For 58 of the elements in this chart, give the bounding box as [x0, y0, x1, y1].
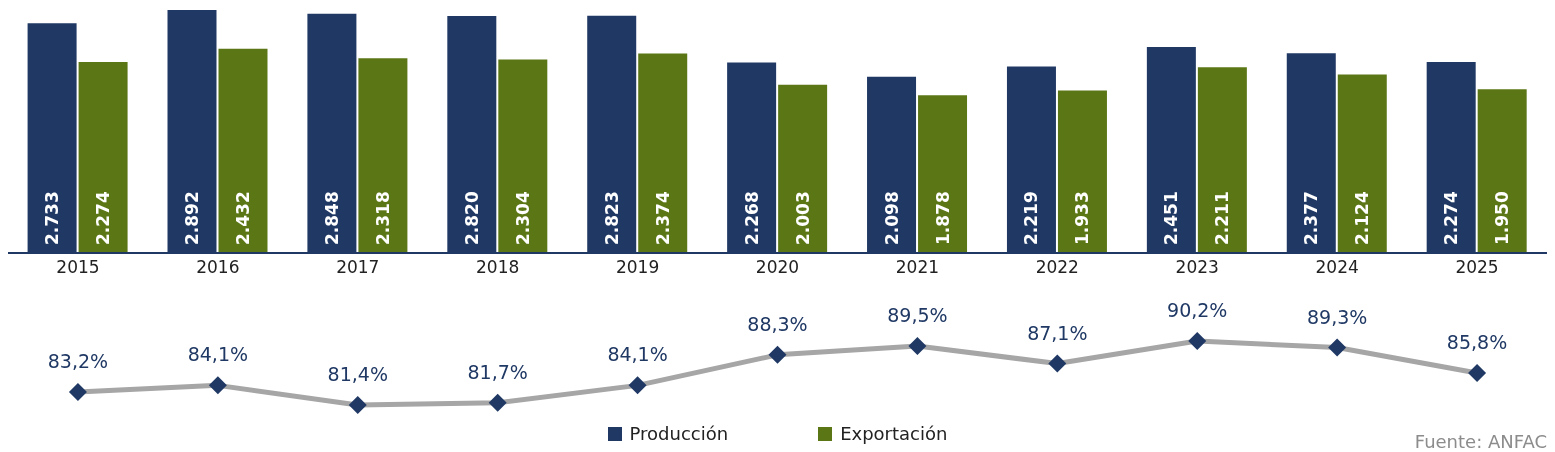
data-label: 81,4%	[327, 363, 388, 385]
data-label: 2.268	[741, 191, 762, 245]
data-label: 90,2%	[1167, 299, 1228, 321]
data-label: 2.820	[461, 191, 482, 245]
bar	[918, 95, 968, 253]
legend-label: Exportación	[840, 423, 948, 444]
x-tick-label: 2018	[476, 257, 520, 278]
bar	[498, 59, 548, 253]
data-label: 2.274	[93, 191, 114, 245]
x-tick-label: 2021	[895, 257, 940, 278]
data-label: 2.003	[792, 191, 813, 245]
data-label: 1.878	[932, 191, 953, 245]
data-label: 83,2%	[47, 349, 109, 372]
bar	[1337, 74, 1387, 253]
data-label: 2.377	[1301, 191, 1322, 245]
data-label: 2.733	[42, 191, 63, 245]
data-label: 87,1%	[1027, 321, 1088, 344]
data-label: 84,1%	[607, 343, 668, 366]
data-label: 1.950	[1492, 191, 1513, 245]
data-label: 2.432	[233, 191, 253, 245]
x-tick-label: 2019	[615, 257, 660, 278]
data-label: 2.892	[182, 191, 202, 245]
bar	[78, 61, 128, 253]
data-label: 2.374	[652, 191, 673, 245]
data-label: 2.274	[1441, 191, 1462, 245]
data-label: 2.848	[321, 191, 342, 245]
x-tick-label: 2023	[1175, 257, 1219, 278]
x-tick-label: 2022	[1035, 257, 1079, 278]
data-label: 88,3%	[747, 312, 808, 335]
bar	[1477, 89, 1527, 253]
x-tick-label: 2017	[336, 257, 380, 278]
data-label: 2.211	[1212, 191, 1233, 245]
data-label: 85,8%	[1446, 331, 1508, 353]
data-label: 2.451	[1161, 191, 1182, 245]
x-tick-label: 2024	[1315, 257, 1359, 278]
bar	[1057, 90, 1107, 253]
data-label: 2.124	[1352, 191, 1373, 245]
data-label: 89,3%	[1306, 305, 1368, 328]
x-tick-label: 2025	[1455, 257, 1499, 278]
data-label: 84,1%	[187, 343, 249, 366]
x-tick-label: 2020	[755, 257, 800, 278]
data-label: 81,7%	[467, 360, 528, 383]
x-tick-label: 2016	[196, 257, 240, 278]
bar	[638, 53, 688, 253]
data-label: 89,5%	[887, 304, 948, 327]
bar	[778, 84, 828, 253]
data-label: 1.933	[1072, 191, 1093, 245]
data-label: 2.823	[601, 191, 622, 245]
bar	[358, 58, 408, 253]
bar	[1197, 67, 1247, 253]
x-tick-label: 2015	[56, 257, 100, 278]
source-note: Fuente: ANFAC	[1414, 431, 1547, 452]
legend-label: Producción	[629, 423, 729, 444]
bar	[218, 48, 268, 253]
data-label: 2.304	[512, 191, 533, 245]
data-label: 2.318	[372, 191, 393, 245]
data-label: 2.219	[1021, 191, 1042, 245]
data-label: 2.098	[881, 191, 902, 245]
